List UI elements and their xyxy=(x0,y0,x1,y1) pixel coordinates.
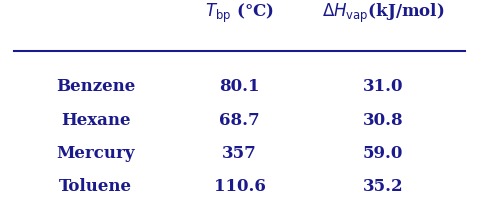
Text: 110.6: 110.6 xyxy=(214,177,265,194)
Text: Hexane: Hexane xyxy=(61,111,131,128)
Text: 357: 357 xyxy=(222,144,257,161)
Text: $\mathit{T}_{\rm bp}$ (°C): $\mathit{T}_{\rm bp}$ (°C) xyxy=(205,2,274,25)
Text: 31.0: 31.0 xyxy=(363,78,403,95)
Text: 68.7: 68.7 xyxy=(219,111,260,128)
Text: 80.1: 80.1 xyxy=(219,78,260,95)
Text: Toluene: Toluene xyxy=(59,177,132,194)
Text: Mercury: Mercury xyxy=(57,144,135,161)
Text: Benzene: Benzene xyxy=(56,78,136,95)
Text: 59.0: 59.0 xyxy=(363,144,403,161)
Text: $\Delta \mathit{H}_{\rm vap}$(kJ/mol): $\Delta \mathit{H}_{\rm vap}$(kJ/mol) xyxy=(322,2,445,25)
Text: 30.8: 30.8 xyxy=(363,111,403,128)
Text: 35.2: 35.2 xyxy=(363,177,403,194)
